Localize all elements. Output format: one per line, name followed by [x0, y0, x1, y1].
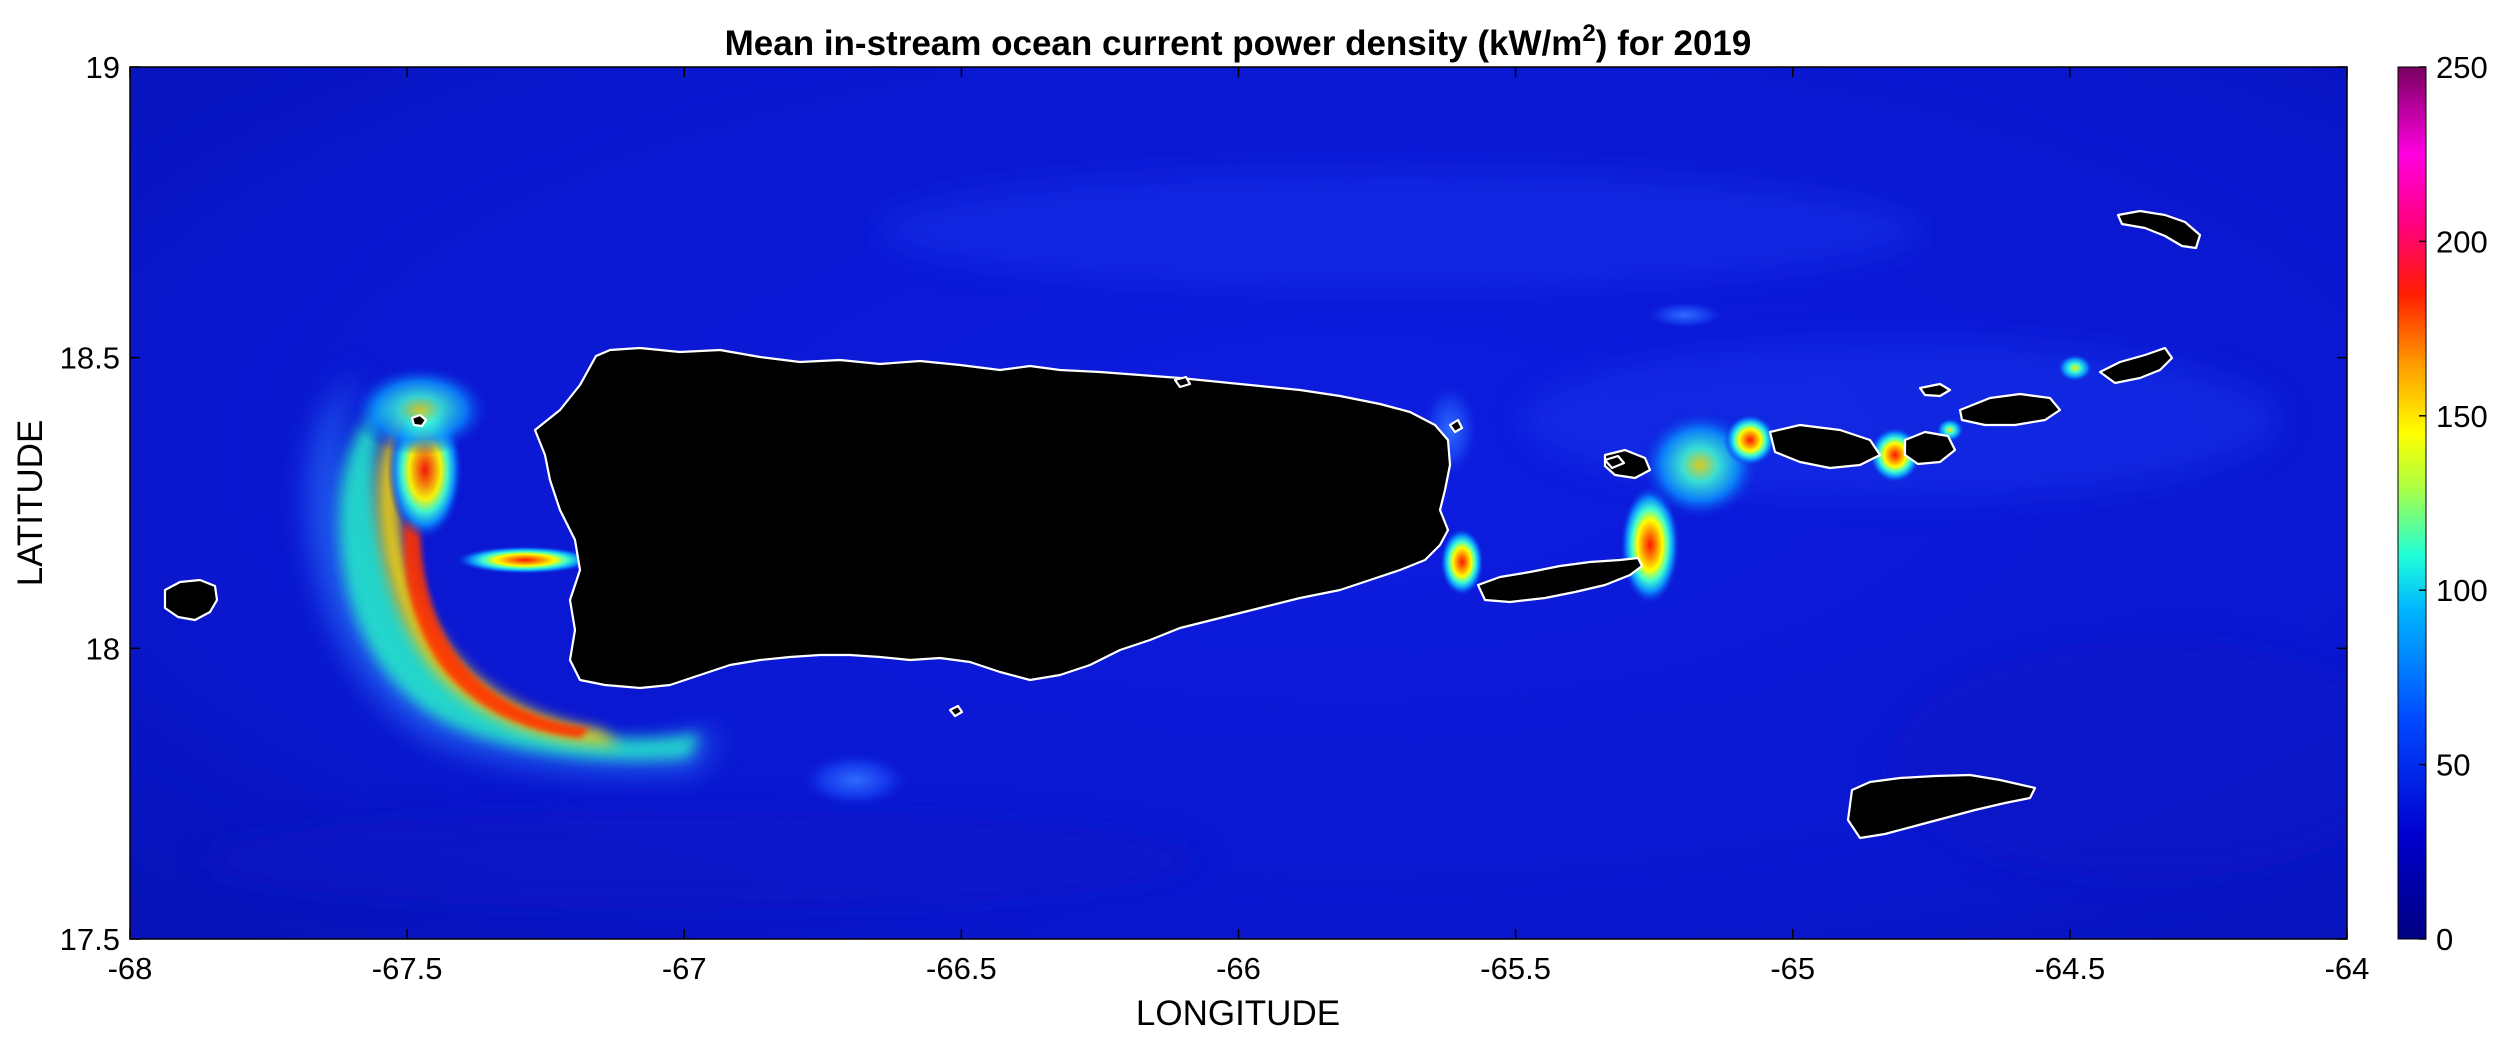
x-tick-label: -64.5	[2035, 951, 2106, 986]
x-tick-label: -68	[108, 951, 153, 986]
st-john-land	[1903, 430, 1957, 466]
chart-title: Mean in-stream ocean current power densi…	[725, 20, 1752, 63]
vieques-west-hotspot	[1440, 528, 1484, 596]
x-axis: -68 -67.5 -67 -66.5 -66 -65.5 -65 -64.5 -64	[108, 67, 2370, 986]
x-tick-label: -65.5	[1480, 951, 1551, 986]
y-axis: 17.5 18 18.5 19	[60, 50, 2347, 957]
vieques-east-hotspot	[1620, 485, 1680, 605]
colorbar-tick-label: 150	[2436, 399, 2488, 434]
x-tick-label: -67	[662, 951, 707, 986]
st-croix-land	[1846, 773, 2037, 840]
colorbar-tick-label: 250	[2436, 50, 2488, 85]
y-tick-label: 18.5	[60, 341, 120, 376]
x-tick-label: -66.5	[926, 951, 997, 986]
virgin-gorda-land	[2098, 346, 2174, 385]
mayaguez-jet	[455, 546, 595, 574]
y-axis-title: LATITUDE	[11, 420, 50, 587]
colorbar-scale	[2397, 66, 2427, 940]
st-thomas-land	[1768, 423, 1882, 470]
y-tick-label: 19	[86, 50, 120, 85]
north-blue-patch	[1645, 301, 1725, 329]
small-islet-4	[948, 704, 964, 718]
anegada-land	[2116, 209, 2202, 250]
landmasses	[163, 209, 2202, 840]
small-islet-3	[1448, 418, 1464, 434]
colorbar: 0 50 100 150 200 250	[2397, 50, 2488, 957]
mona-passage-current-core	[403, 520, 590, 738]
x-tick-label: -65	[1770, 951, 1815, 986]
colorbar-tick-label: 100	[2436, 573, 2488, 608]
small-islet-2	[1173, 375, 1192, 389]
small-islet-1	[1603, 454, 1626, 470]
bvi-hotspot	[2057, 354, 2093, 382]
x-axis-title: LONGITUDE	[1136, 994, 1340, 1033]
y-tick-label: 18	[86, 631, 120, 666]
x-tick-label: -64	[2325, 951, 2370, 986]
mona-passage-current-mid	[377, 420, 620, 745]
stthomas-west-hotspot	[1724, 414, 1776, 466]
x-tick-label: -66	[1216, 951, 1261, 986]
colorbar-tick-label: 200	[2436, 224, 2488, 259]
jost-van-dyke-land	[1918, 382, 1952, 398]
plot-area	[130, 67, 2347, 939]
colorbar-tick-label: 50	[2436, 748, 2470, 783]
vieques-land	[1476, 556, 1644, 604]
mona-passage-current-outer	[339, 395, 700, 761]
puerto-rico-land	[533, 346, 1452, 690]
south-blue-patch	[800, 752, 910, 808]
colorbar-tick-label: 0	[2436, 922, 2453, 957]
current-hotspots	[307, 301, 2093, 808]
y-tick-label: 17.5	[60, 922, 120, 957]
ocean-texture	[200, 170, 2347, 910]
mona-island-land	[163, 578, 219, 622]
desecheo-island-land	[410, 413, 428, 428]
mona-north-glow	[350, 365, 490, 455]
tortola-land	[1958, 392, 2062, 427]
x-tick-label: -67.5	[372, 951, 443, 986]
